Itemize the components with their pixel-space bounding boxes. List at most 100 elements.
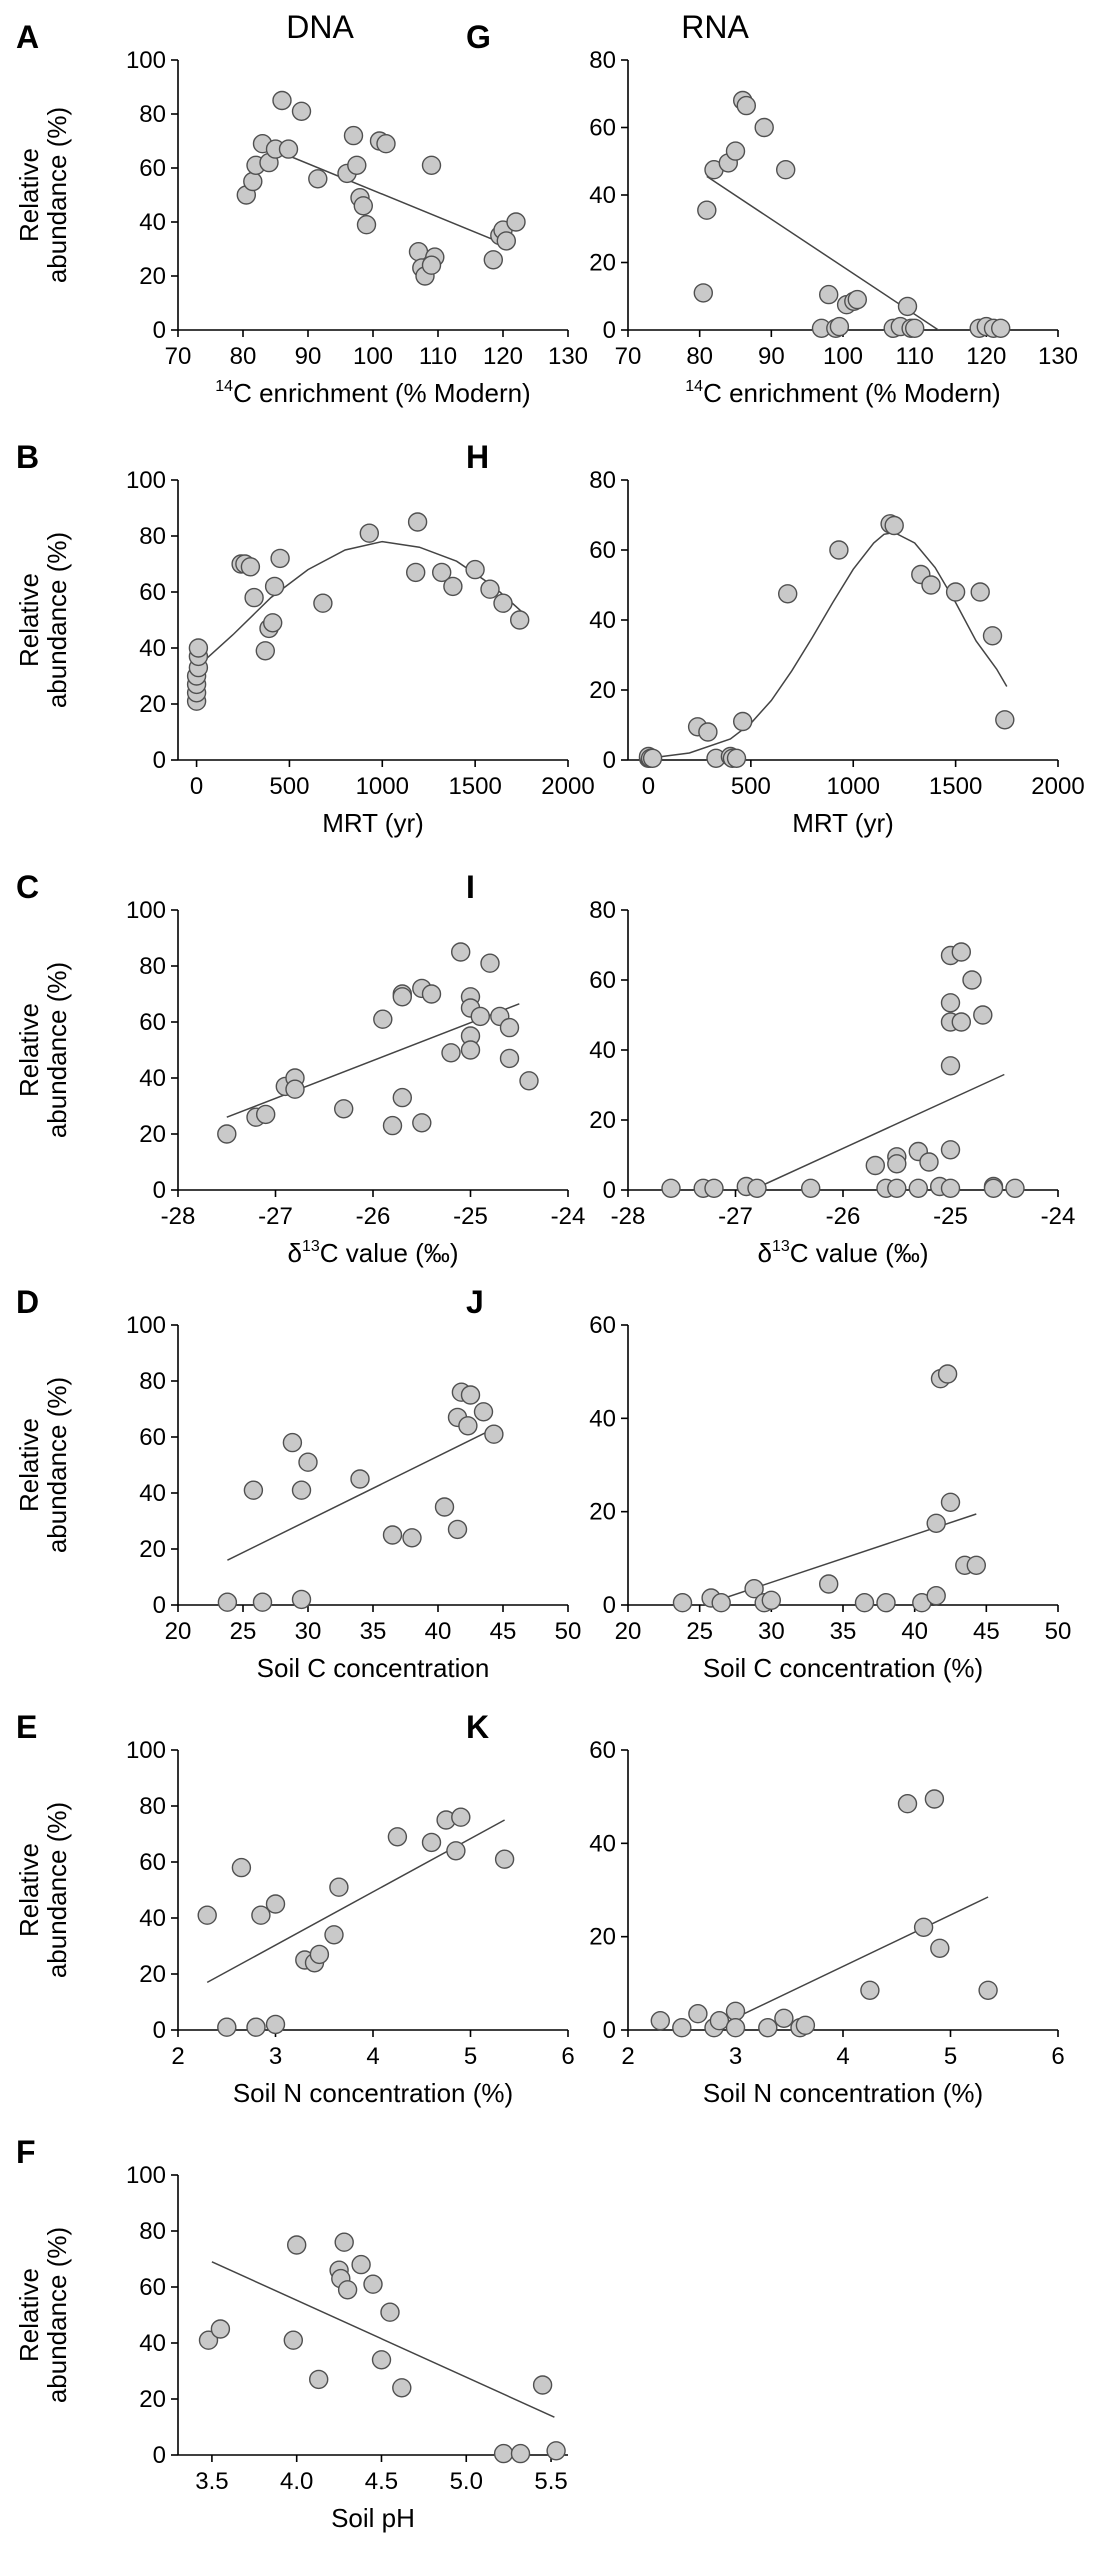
data-point-B xyxy=(406,562,426,583)
x-tick-label-D: 20 xyxy=(165,1618,192,1645)
y-tick-label-C: 80 xyxy=(139,953,166,980)
data-point-J xyxy=(876,1592,896,1613)
x-tick-label-J: 50 xyxy=(1045,1618,1072,1645)
panel-label-B: B xyxy=(16,439,39,475)
y-tick-label-H: 40 xyxy=(589,607,616,634)
trend-line-C xyxy=(226,1003,520,1118)
x-axis-label-sup-G: 14 xyxy=(685,378,703,395)
data-point-G xyxy=(754,117,774,138)
x-tick-label-D: 50 xyxy=(555,1618,582,1645)
x-tick-label-D: 40 xyxy=(425,1618,452,1645)
x-axis-label-sup-C: 13 xyxy=(302,1238,320,1255)
y-tick-label-K: 0 xyxy=(603,2017,616,2044)
data-point-B xyxy=(407,512,428,532)
y-axis-label-B: abundance (%) xyxy=(42,532,72,708)
data-point-C xyxy=(441,1043,461,1063)
data-point-K xyxy=(774,2008,794,2029)
data-point-F xyxy=(510,2443,531,2464)
data-point-C xyxy=(499,1017,520,1038)
x-tick-label-H: 1500 xyxy=(929,773,982,800)
chart-panel-A: A 0 20 40 60 80 100 70 80 90 100 110 120 130 14C enric… xyxy=(14,19,588,408)
chart-panel-K: K 0 20 40 60 2 3 4 5 6 Soil N concentration (%) xyxy=(466,1709,1065,2108)
data-point-C xyxy=(334,1099,354,1119)
data-point-D xyxy=(282,1432,303,1453)
data-point-B xyxy=(263,613,283,633)
x-tick-label-D: 30 xyxy=(295,1618,322,1645)
data-point-D xyxy=(298,1452,318,1472)
x-axis-label-text-C: C value (‰) xyxy=(320,1238,459,1268)
data-point-B xyxy=(432,562,452,583)
data-point-F xyxy=(283,2330,303,2350)
x-tick-label-G: 100 xyxy=(823,343,863,370)
data-point-I xyxy=(747,1178,767,1199)
data-point-H xyxy=(726,748,747,768)
y-tick-label-B: 40 xyxy=(139,635,166,662)
x-tick-label-I: -24 xyxy=(1041,1203,1076,1230)
x-tick-label-G: 130 xyxy=(1038,343,1078,370)
data-point-G xyxy=(991,318,1011,338)
x-tick-label-H: 1000 xyxy=(827,773,880,800)
data-point-H xyxy=(778,584,798,604)
data-point-A xyxy=(356,214,377,235)
x-axis-label-E: Soil N concentration (%) xyxy=(233,2078,513,2108)
x-tick-label-B: 1500 xyxy=(448,773,501,800)
y-tick-label-J: 0 xyxy=(603,1592,616,1619)
x-tick-label-B: 0 xyxy=(190,773,203,800)
x-axis-label-C: δ13C value (‰) xyxy=(288,1238,459,1268)
data-point-G xyxy=(905,318,925,338)
x-tick-label-G: 90 xyxy=(758,343,785,370)
y-tick-label-G: 20 xyxy=(589,250,616,277)
data-point-D xyxy=(434,1497,455,1517)
y-tick-label-K: 20 xyxy=(589,1924,616,1951)
data-point-K xyxy=(924,1789,945,1809)
data-point-B xyxy=(270,548,290,569)
y-axis-label-B: Relative xyxy=(14,573,44,667)
data-point-K xyxy=(650,2010,670,2031)
data-point-I xyxy=(951,1012,971,1032)
y-axis-label-E: abundance (%) xyxy=(42,1802,72,1978)
y-tick-label-A: 60 xyxy=(139,155,166,182)
y-tick-label-F: 80 xyxy=(139,2218,166,2245)
data-point-B xyxy=(510,610,530,630)
data-point-C xyxy=(217,1124,237,1144)
x-tick-label-A: 120 xyxy=(483,343,523,370)
y-tick-label-G: 60 xyxy=(589,115,616,142)
y-tick-label-A: 40 xyxy=(139,209,166,236)
trend-line-A xyxy=(262,144,510,247)
y-tick-label-A: 80 xyxy=(139,101,166,128)
x-tick-label-D: 35 xyxy=(360,1618,387,1645)
y-tick-label-J: 40 xyxy=(589,1405,616,1432)
data-point-I xyxy=(704,1178,724,1199)
data-point-B xyxy=(359,523,379,543)
y-axis-label-E: Relative xyxy=(14,1843,44,1937)
data-point-D xyxy=(473,1402,494,1422)
y-tick-label-F: 20 xyxy=(139,2386,166,2413)
x-axis-label-H: MRT (yr) xyxy=(792,808,894,838)
x-tick-label-C: -26 xyxy=(356,1203,391,1230)
x-axis-label-text-I: C value (‰) xyxy=(790,1238,929,1268)
data-point-D xyxy=(382,1525,403,1545)
data-point-J xyxy=(672,1592,693,1613)
data-point-E xyxy=(446,1841,466,1861)
y-tick-label-A: 100 xyxy=(126,47,166,74)
data-point-J xyxy=(854,1592,875,1613)
data-point-I xyxy=(801,1178,821,1199)
panel-label-H: H xyxy=(466,439,489,475)
data-point-G xyxy=(697,200,717,220)
data-point-J xyxy=(926,1513,946,1534)
y-tick-label-H: 60 xyxy=(589,537,616,564)
data-point-J xyxy=(940,1492,961,1513)
panel-label-G: G xyxy=(466,19,491,55)
data-point-D xyxy=(484,1424,504,1444)
x-tick-label-K: 5 xyxy=(944,2043,957,2070)
data-point-I xyxy=(973,1005,993,1025)
y-tick-label-K: 40 xyxy=(589,1830,616,1857)
data-point-H xyxy=(698,722,718,742)
data-point-F xyxy=(210,2319,231,2339)
x-tick-label-H: 0 xyxy=(642,773,655,800)
data-point-E xyxy=(324,1925,344,1945)
chart-panel-I: I 0 20 40 60 80 -28 -27 -26 -25 -24 δ13C value (‰) xyxy=(466,869,1075,1268)
data-point-F xyxy=(351,2254,371,2275)
